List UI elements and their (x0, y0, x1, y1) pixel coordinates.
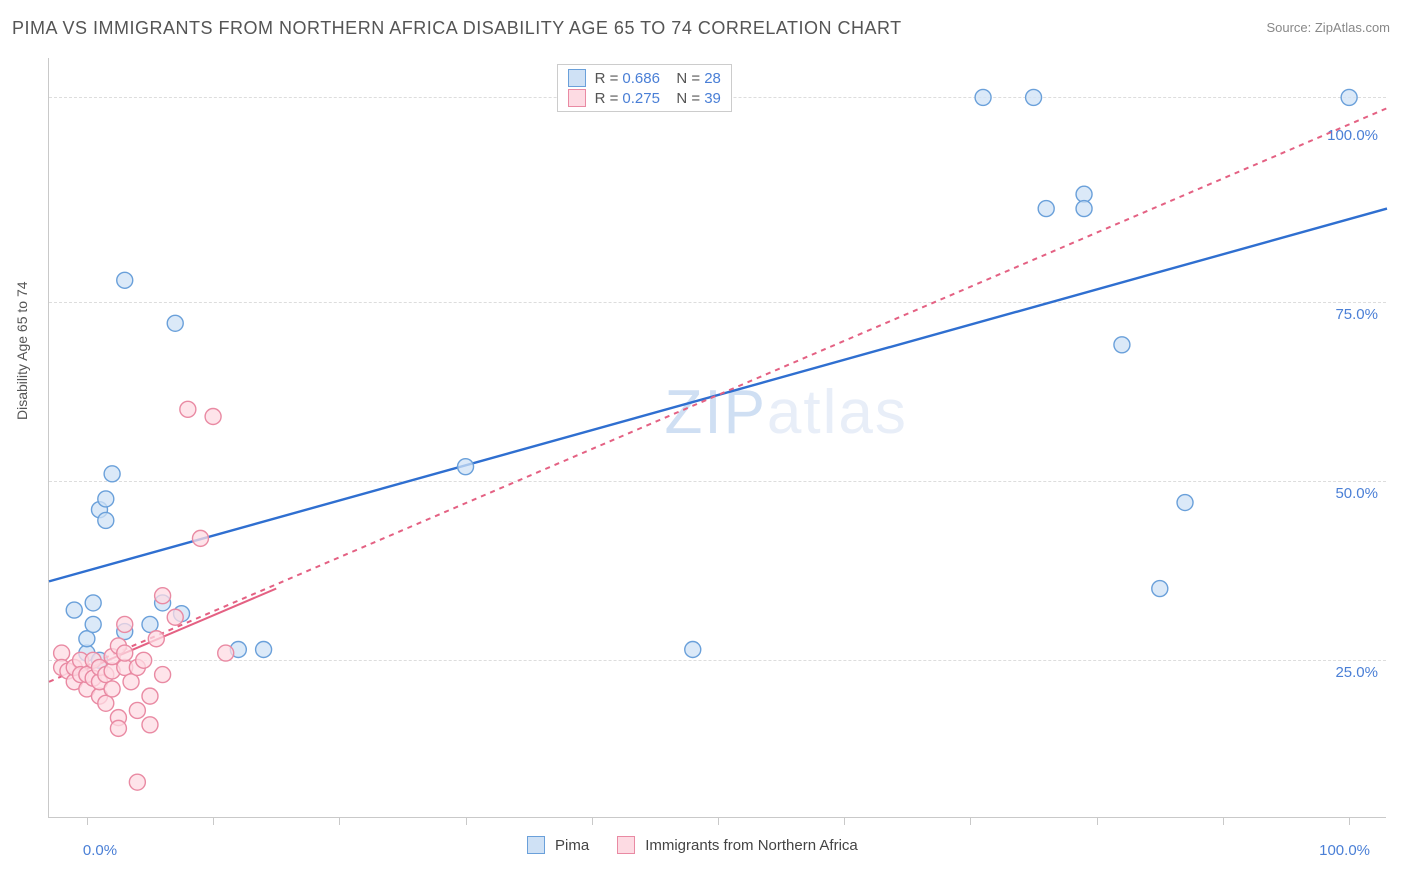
legend-n-value: 28 (704, 70, 721, 87)
x-tick (213, 817, 214, 825)
data-point (167, 609, 183, 625)
y-axis-label: Disability Age 65 to 74 (14, 281, 30, 420)
data-point (148, 631, 164, 647)
legend-r-value: 0.275 (622, 90, 660, 107)
data-point (155, 588, 171, 604)
data-point (1177, 495, 1193, 511)
data-point (218, 645, 234, 661)
data-point (256, 642, 272, 658)
legend-n-label: N = (664, 70, 700, 87)
data-point (1076, 186, 1092, 202)
data-point (129, 774, 145, 790)
data-point (104, 466, 120, 482)
plot-area: 25.0%50.0%75.0%100.0%0.0%100.0%ZIPatlas … (48, 58, 1386, 818)
data-point (975, 89, 991, 105)
correlation-legend: R = 0.686 N = 28 R = 0.275 N = 39 (557, 64, 731, 112)
trend-line (49, 108, 1387, 682)
x-tick-label: 100.0% (1319, 842, 1370, 859)
data-point (98, 695, 114, 711)
data-point (1038, 201, 1054, 217)
x-tick (844, 817, 845, 825)
data-point (458, 459, 474, 475)
data-point (123, 674, 139, 690)
data-point (85, 595, 101, 611)
legend-n-label: N = (664, 90, 700, 107)
legend-row: R = 0.275 N = 39 (568, 89, 720, 107)
data-point (192, 530, 208, 546)
legend-r-value: 0.686 (622, 70, 660, 87)
data-point (85, 616, 101, 632)
legend-series-name: Immigrants from Northern Africa (645, 837, 858, 854)
data-point (1341, 89, 1357, 105)
data-point (1114, 337, 1130, 353)
legend-swatch (527, 836, 545, 854)
legend-r-label: R = (590, 90, 618, 107)
data-point (104, 681, 120, 697)
data-point (110, 720, 126, 736)
chart-title: PIMA VS IMMIGRANTS FROM NORTHERN AFRICA … (12, 18, 902, 39)
legend-series-name: Pima (555, 837, 589, 854)
legend-swatch (568, 69, 586, 87)
series-legend: Pima Immigrants from Northern Africa (527, 836, 876, 854)
data-point (155, 667, 171, 683)
legend-r-label: R = (590, 70, 618, 87)
legend-row: R = 0.686 N = 28 (568, 69, 720, 87)
data-point (66, 602, 82, 618)
legend-n-value: 39 (704, 90, 721, 107)
data-point (54, 645, 70, 661)
data-point (117, 616, 133, 632)
data-point (205, 408, 221, 424)
x-tick (87, 817, 88, 825)
data-point (180, 401, 196, 417)
data-point (142, 616, 158, 632)
data-point (79, 631, 95, 647)
data-point (129, 702, 145, 718)
data-point (98, 491, 114, 507)
data-point (142, 717, 158, 733)
legend-swatch (617, 836, 635, 854)
data-point (117, 645, 133, 661)
x-tick-label: 0.0% (83, 842, 117, 859)
data-point (142, 688, 158, 704)
x-tick (1097, 817, 1098, 825)
x-tick (466, 817, 467, 825)
x-tick (339, 817, 340, 825)
data-point (1076, 201, 1092, 217)
x-tick (592, 817, 593, 825)
x-tick (1349, 817, 1350, 825)
data-point (685, 642, 701, 658)
data-point (167, 315, 183, 331)
scatter-svg (49, 58, 1387, 818)
data-point (1026, 89, 1042, 105)
x-tick (970, 817, 971, 825)
source-attribution: Source: ZipAtlas.com (1266, 20, 1390, 35)
data-point (98, 512, 114, 528)
x-tick (718, 817, 719, 825)
data-point (136, 652, 152, 668)
legend-swatch (568, 89, 586, 107)
data-point (117, 272, 133, 288)
chart-container: PIMA VS IMMIGRANTS FROM NORTHERN AFRICA … (0, 0, 1406, 892)
data-point (1152, 581, 1168, 597)
x-tick (1223, 817, 1224, 825)
